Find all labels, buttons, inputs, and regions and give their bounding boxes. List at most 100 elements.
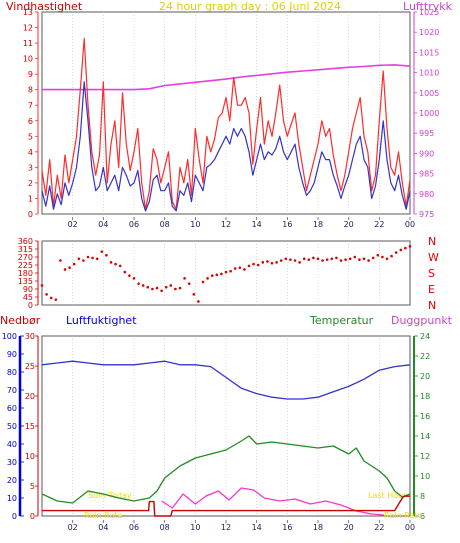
rain-header-label: Nedbør: [0, 314, 41, 327]
direction-point: [394, 251, 398, 254]
compass-label-2: S: [428, 267, 435, 280]
direction-point: [390, 254, 393, 258]
rain-tick-30: 30: [7, 458, 17, 467]
climate-x-tick-10: 10: [190, 523, 200, 532]
direction-point: [45, 293, 48, 296]
wind-x-tick-06: 06: [129, 220, 139, 229]
pressure-axis-label: Lufttrykk: [403, 0, 453, 13]
direction-point: [155, 286, 159, 290]
wind-x-tick-08: 08: [160, 220, 170, 229]
direction-point: [289, 258, 292, 261]
compass-label-4: N: [428, 299, 436, 312]
wind-axis-label: Vindhastighet: [6, 0, 83, 13]
overlay-rain-rate-right: Rain Rate: [384, 511, 423, 520]
rain-tick-70: 70: [7, 386, 17, 395]
direction-point: [229, 269, 232, 273]
direction-point: [137, 282, 140, 285]
direction-left-tick-360: 360: [18, 237, 33, 246]
direction-point: [123, 270, 127, 274]
direction-point: [109, 261, 113, 264]
direction-point: [238, 266, 242, 269]
wind-x-tick-12: 12: [221, 220, 231, 229]
direction-point: [371, 256, 375, 260]
direction-left-tick-90: 90: [23, 285, 33, 294]
temperature-tick-8: 8: [420, 492, 425, 501]
direction-point: [358, 258, 361, 261]
direction-point: [256, 263, 260, 267]
wind-x-tick-04: 04: [98, 220, 108, 229]
direction-point: [339, 259, 343, 262]
direction-point: [86, 255, 90, 259]
chart-title: 24 hour graph day : 06 Juni 2024: [159, 0, 341, 13]
direction-point: [164, 285, 168, 289]
direction-point: [344, 258, 347, 261]
direction-point: [201, 280, 205, 284]
rain-tick-50: 50: [7, 422, 17, 431]
temperature-tick-10: 10: [420, 472, 430, 481]
wind-left-tick-11: 11: [23, 39, 33, 48]
direction-point: [279, 259, 283, 262]
direction-point: [362, 257, 366, 261]
wind-left-tick-12: 12: [23, 24, 33, 33]
direction-left-tick-45: 45: [23, 293, 33, 302]
wind-max-line: [41, 37, 411, 210]
direction-point: [91, 256, 94, 260]
climate-x-tick-14: 14: [252, 523, 262, 532]
direction-point: [206, 277, 209, 280]
direction-point: [270, 261, 274, 265]
overlay-last-hour: Last Hour: [368, 491, 407, 500]
climate-x-tick-02: 02: [68, 523, 78, 532]
compass-label-3: E: [428, 283, 435, 296]
humidity-tick-20: 20: [25, 392, 35, 401]
humidity-tick-30: 30: [25, 332, 35, 341]
humidity-tick-15: 15: [25, 422, 35, 431]
temperature-tick-24: 24: [420, 332, 430, 341]
wind-left-tick-13: 13: [23, 8, 33, 17]
direction-point: [118, 264, 122, 268]
direction-point: [367, 259, 370, 262]
direction-point: [385, 257, 389, 261]
direction-point: [132, 277, 136, 280]
direction-point: [174, 287, 177, 291]
direction-point: [77, 257, 81, 261]
direction-point: [348, 257, 352, 261]
climate-x-tick-06: 06: [129, 523, 139, 532]
compass-label-1: W: [428, 251, 439, 264]
direction-point: [302, 257, 306, 261]
humidity-tick-25: 25: [25, 362, 35, 371]
wind-left-tick-2: 2: [28, 179, 33, 188]
direction-point: [141, 284, 145, 287]
wind-left-tick-1: 1: [28, 194, 33, 203]
temperature-header-label: Temperatur: [309, 314, 374, 327]
direction-point: [293, 259, 297, 262]
pressure-right-tick-980: 980: [419, 190, 434, 199]
direction-point: [151, 287, 154, 291]
direction-point: [95, 257, 99, 261]
direction-point: [54, 298, 58, 301]
overlay-rain-rate-left: Rain Rate: [84, 511, 123, 520]
wind-left-tick-7: 7: [28, 101, 33, 110]
climate-x-tick-20: 20: [344, 523, 354, 532]
wind-left-tick-3: 3: [28, 163, 33, 172]
pressure-right-tick-1020: 1020: [419, 28, 439, 37]
rain-tick-90: 90: [7, 350, 17, 359]
pressure-right-tick-995: 995: [419, 129, 434, 138]
temperature-tick-20: 20: [420, 372, 430, 381]
direction-point: [307, 258, 311, 261]
direction-left-tick-0: 0: [28, 301, 33, 310]
climate-x-tick-12: 12: [221, 523, 231, 532]
direction-point: [114, 262, 117, 266]
direction-point: [284, 257, 288, 261]
wind-left-tick-9: 9: [28, 70, 33, 79]
humidity-header-label: Luftfuktighet: [66, 314, 137, 327]
wind-left-tick-0: 0: [28, 210, 33, 219]
pressure-right-tick-1015: 1015: [419, 48, 439, 57]
direction-point: [105, 253, 108, 257]
wind-left-tick-6: 6: [28, 117, 33, 126]
direction-point: [178, 286, 182, 290]
wind-x-tick-16: 16: [282, 220, 292, 229]
climate-x-tick-18: 18: [313, 523, 323, 532]
direction-left-tick-135: 135: [18, 277, 33, 286]
temperature-tick-12: 12: [420, 452, 430, 461]
